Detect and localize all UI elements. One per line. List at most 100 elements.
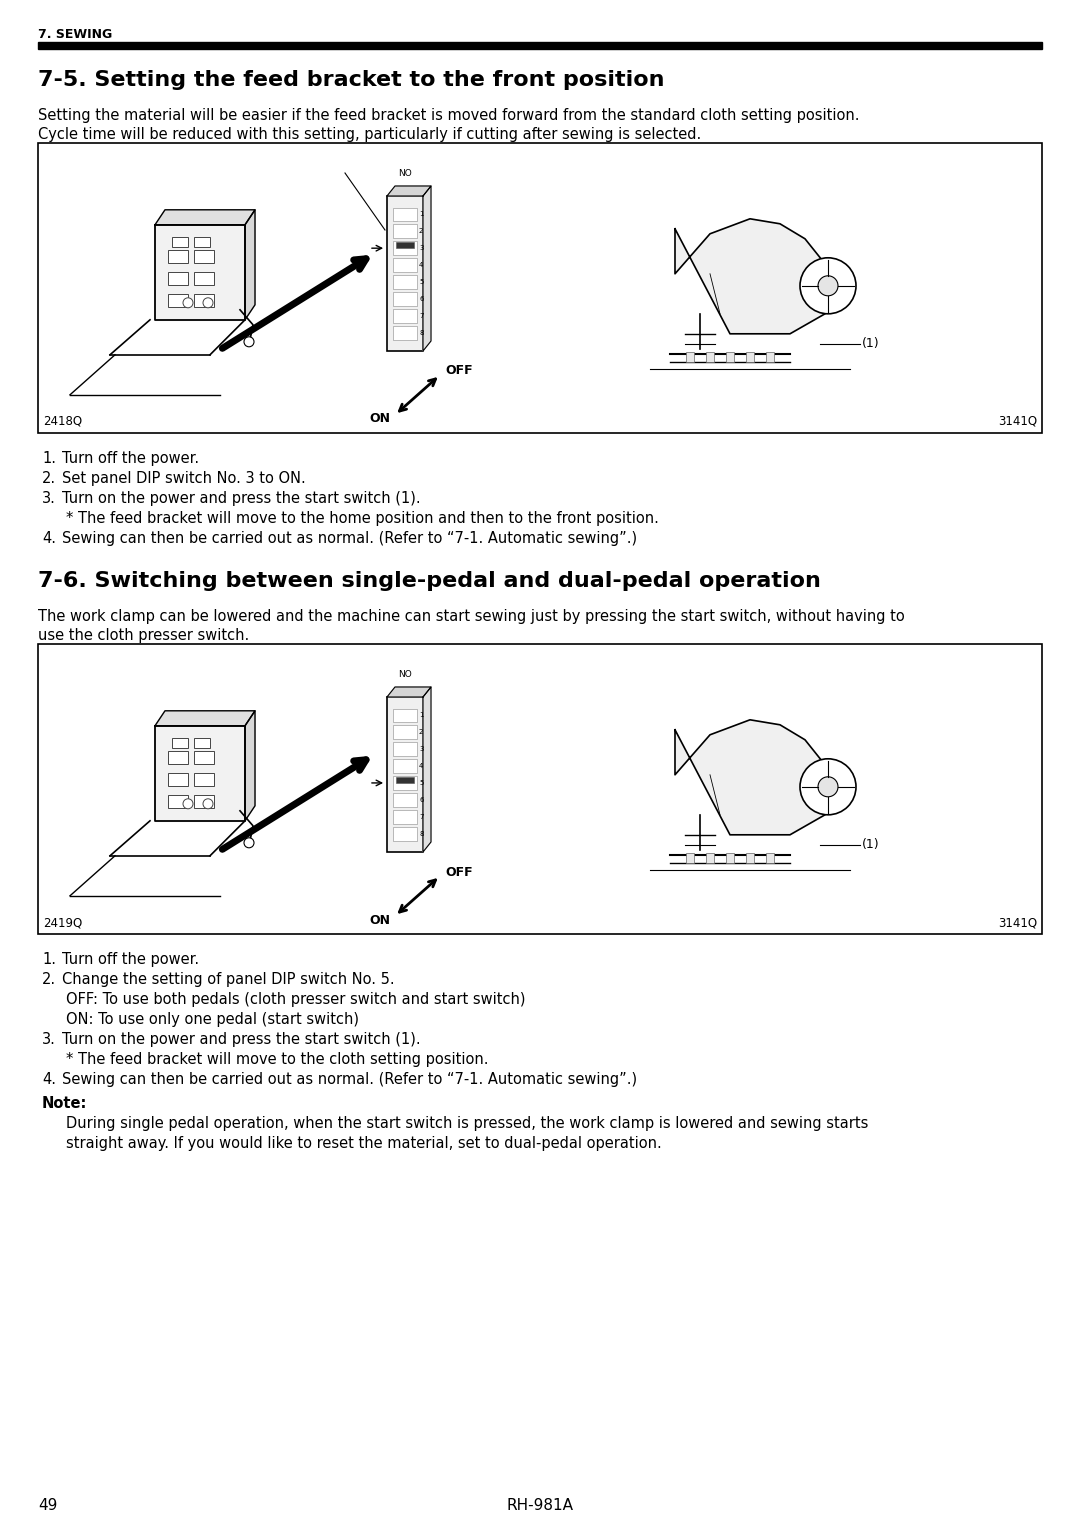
Bar	[172, 738, 188, 749]
Bar	[766, 351, 774, 362]
Polygon shape	[675, 720, 825, 834]
Bar	[746, 853, 754, 863]
Polygon shape	[245, 711, 255, 821]
Bar	[168, 272, 188, 286]
Bar	[396, 241, 414, 248]
Bar	[168, 251, 188, 263]
Circle shape	[244, 837, 254, 848]
Bar	[706, 351, 714, 362]
Bar	[393, 325, 417, 339]
Text: Turn on the power and press the start switch (1).: Turn on the power and press the start sw…	[62, 1031, 420, 1047]
Text: use the cloth presser switch.: use the cloth presser switch.	[38, 628, 249, 643]
Text: * The feed bracket will move to the home position and then to the front position: * The feed bracket will move to the home…	[66, 510, 659, 526]
Bar	[393, 776, 417, 790]
Text: 6: 6	[419, 296, 423, 303]
Bar	[194, 251, 214, 263]
Bar	[393, 208, 417, 222]
Circle shape	[183, 799, 193, 808]
Bar	[393, 743, 417, 756]
Text: 2.: 2.	[42, 972, 56, 987]
Text: 2419Q: 2419Q	[43, 915, 82, 929]
Polygon shape	[675, 219, 825, 333]
FancyBboxPatch shape	[387, 697, 423, 853]
Text: 1: 1	[419, 211, 423, 217]
Text: 3: 3	[419, 746, 423, 752]
Text: (1): (1)	[862, 839, 879, 851]
Text: Sewing can then be carried out as normal. (Refer to “7-1. Automatic sewing”.): Sewing can then be carried out as normal…	[62, 1073, 637, 1086]
Polygon shape	[423, 688, 431, 853]
Polygon shape	[156, 726, 245, 821]
Polygon shape	[245, 209, 255, 319]
Text: RH-981A: RH-981A	[507, 1497, 573, 1513]
Polygon shape	[156, 209, 255, 225]
Bar	[194, 795, 214, 808]
Text: 7-5. Setting the feed bracket to the front position: 7-5. Setting the feed bracket to the fro…	[38, 70, 664, 90]
Text: 6: 6	[419, 796, 423, 802]
Bar	[396, 776, 414, 782]
Bar	[766, 853, 774, 863]
Circle shape	[818, 776, 838, 796]
Bar	[393, 292, 417, 306]
Text: 49: 49	[38, 1497, 57, 1513]
Bar	[393, 709, 417, 723]
Circle shape	[800, 759, 856, 814]
Text: 2.: 2.	[42, 471, 56, 486]
Text: 4.: 4.	[42, 532, 56, 545]
Text: Setting the material will be easier if the feed bracket is moved forward from th: Setting the material will be easier if t…	[38, 108, 860, 122]
Bar	[194, 752, 214, 764]
Bar	[172, 237, 188, 248]
Bar	[726, 853, 734, 863]
Text: Turn off the power.: Turn off the power.	[62, 451, 199, 466]
Bar	[393, 827, 417, 840]
Text: ON: To use only one pedal (start switch): ON: To use only one pedal (start switch)	[66, 1012, 359, 1027]
Bar	[393, 793, 417, 807]
Text: 2418Q: 2418Q	[43, 416, 82, 428]
Text: 7-6. Switching between single-pedal and dual-pedal operation: 7-6. Switching between single-pedal and …	[38, 571, 821, 591]
Text: 3.: 3.	[42, 1031, 56, 1047]
Text: 7. SEWING: 7. SEWING	[38, 28, 112, 41]
Bar	[393, 275, 417, 289]
Text: 4: 4	[419, 263, 423, 267]
Text: Change the setting of panel DIP switch No. 5.: Change the setting of panel DIP switch N…	[62, 972, 394, 987]
Bar	[393, 759, 417, 773]
Polygon shape	[156, 225, 245, 319]
Text: 3.: 3.	[42, 490, 56, 506]
Circle shape	[818, 275, 838, 296]
Bar	[194, 295, 214, 307]
Polygon shape	[387, 688, 431, 697]
Polygon shape	[423, 186, 431, 351]
Text: 2: 2	[419, 228, 423, 234]
Text: NO: NO	[399, 170, 411, 177]
Text: 4.: 4.	[42, 1073, 56, 1086]
Text: ON: ON	[369, 413, 390, 425]
Text: Set panel DIP switch No. 3 to ON.: Set panel DIP switch No. 3 to ON.	[62, 471, 306, 486]
Bar	[393, 309, 417, 322]
Text: 2: 2	[419, 729, 423, 735]
Text: * The feed bracket will move to the cloth setting position.: * The feed bracket will move to the clot…	[66, 1051, 488, 1067]
Text: 4: 4	[419, 762, 423, 769]
Text: straight away. If you would like to reset the material, set to dual-pedal operat: straight away. If you would like to rese…	[66, 1135, 662, 1151]
Text: 5: 5	[419, 779, 423, 785]
Text: (1): (1)	[862, 338, 879, 350]
Text: Turn off the power.: Turn off the power.	[62, 952, 199, 967]
Text: 3141Q: 3141Q	[998, 915, 1037, 929]
Text: Turn on the power and press the start switch (1).: Turn on the power and press the start sw…	[62, 490, 420, 506]
Text: 7: 7	[419, 313, 423, 319]
Circle shape	[800, 258, 856, 313]
Text: During single pedal operation, when the start switch is pressed, the work clamp : During single pedal operation, when the …	[66, 1115, 868, 1131]
Polygon shape	[156, 711, 255, 726]
Circle shape	[244, 336, 254, 347]
Bar	[194, 237, 210, 248]
Text: OFF: To use both pedals (cloth presser switch and start switch): OFF: To use both pedals (cloth presser s…	[66, 992, 526, 1007]
Bar	[393, 258, 417, 272]
Bar	[168, 295, 188, 307]
Bar	[393, 241, 417, 255]
Circle shape	[203, 298, 213, 307]
Bar	[38, 643, 1042, 934]
Bar	[706, 853, 714, 863]
Text: Note:: Note:	[42, 1096, 87, 1111]
Bar	[746, 351, 754, 362]
Text: NO: NO	[399, 669, 411, 678]
Bar	[686, 853, 694, 863]
Bar	[393, 225, 417, 238]
